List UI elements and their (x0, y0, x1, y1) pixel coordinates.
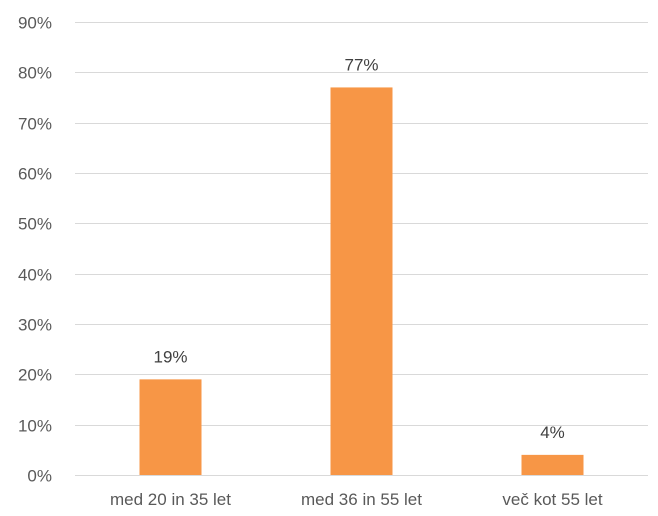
y-tick-label: 0% (27, 467, 52, 486)
y-tick-label: 30% (18, 316, 52, 335)
category-label: med 20 in 35 let (110, 490, 231, 509)
data-label: 19% (153, 347, 187, 366)
y-tick-label: 10% (18, 417, 52, 436)
y-tick-label: 70% (18, 115, 52, 134)
data-label: 77% (344, 55, 378, 74)
y-tick-label: 90% (18, 14, 52, 33)
y-axis-tick-labels: 0% 10% 20% 30% 40% 50% 60% 70% 80% 90% (18, 14, 52, 486)
y-tick-label: 60% (18, 165, 52, 184)
y-tick-label: 40% (18, 266, 52, 285)
x-axis-category-labels: med 20 in 35 let med 36 in 55 let več kot … (110, 490, 603, 509)
bars (140, 87, 584, 475)
category-label: več kot 55 let (502, 490, 602, 509)
bar (522, 455, 584, 475)
data-label: 4% (540, 423, 565, 442)
y-tick-label: 20% (18, 366, 52, 385)
y-tick-label: 80% (18, 64, 52, 83)
bar (140, 379, 202, 475)
y-tick-label: 50% (18, 215, 52, 234)
category-label: med 36 in 55 let (301, 490, 422, 509)
bar (331, 87, 393, 475)
